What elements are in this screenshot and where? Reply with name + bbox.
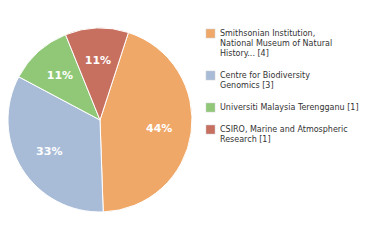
legend-swatch	[206, 103, 215, 112]
data-label: 11%	[85, 54, 111, 67]
data-label: 33%	[36, 145, 62, 158]
legend-label-line: National Museum of Natural	[220, 39, 332, 48]
legend-swatch	[206, 125, 215, 134]
legend-label: Universiti Malaysia Terengganu [1]	[220, 103, 359, 112]
legend-label: Smithsonian Institution,National Museum …	[220, 29, 332, 58]
legend-label-line: Universiti Malaysia Terengganu [1]	[220, 103, 359, 112]
legend-swatch	[206, 29, 215, 38]
chart: 44% 33% 11% 11% Smithsonian Institution,Nati…	[0, 0, 380, 240]
pie-slice	[66, 28, 129, 120]
data-label: 44%	[146, 122, 172, 135]
slices	[8, 28, 192, 212]
legend: Smithsonian Institution,National Museum …	[206, 29, 359, 144]
legend-swatch	[206, 71, 215, 80]
legend-label: CSIRO, Marine and AtmosphericResearch [1…	[220, 125, 348, 144]
legend-label-line: Research [1]	[220, 135, 271, 144]
legend-label: Centre for BiodiversityGenomics [3]	[220, 71, 310, 90]
legend-label-line: Centre for Biodiversity	[220, 71, 310, 80]
legend-label-line: History... [4]	[220, 49, 269, 58]
data-labels: 44% 33% 11% 11%	[36, 54, 172, 158]
chart-container: 44% 33% 11% 11% Smithsonian Institution,Nati…	[0, 0, 380, 240]
legend-label-line: CSIRO, Marine and Atmospheric	[220, 125, 348, 134]
data-label: 11%	[47, 69, 73, 82]
legend-label-line: Smithsonian Institution,	[220, 29, 315, 38]
legend-label-line: Genomics [3]	[220, 81, 274, 90]
